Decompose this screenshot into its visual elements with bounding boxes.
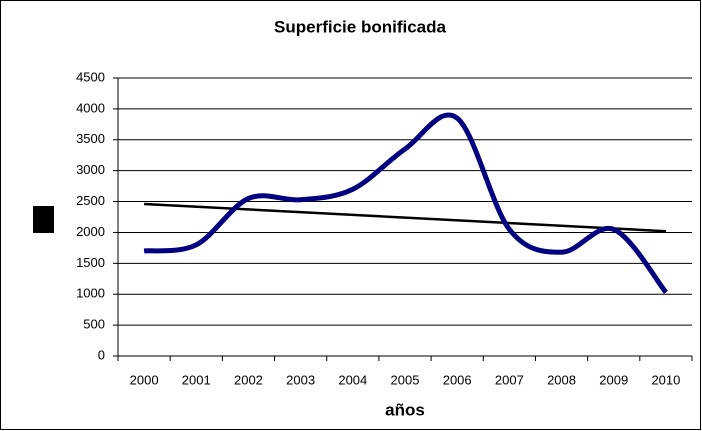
y-tick-label: 0: [98, 347, 105, 362]
x-tick-label: 2009: [599, 372, 628, 387]
y-tick-label: 3000: [76, 162, 105, 177]
x-tick-label: 2010: [651, 372, 680, 387]
data-line: [143, 112, 668, 294]
x-tick-label: 2005: [391, 372, 420, 387]
y-tick-label: 1500: [76, 255, 105, 270]
y-tick-label: 3500: [76, 131, 105, 146]
x-tick-label: 2001: [182, 372, 211, 387]
y-tick-label: 4500: [76, 69, 105, 84]
chart-title: Superficie bonificada: [274, 17, 446, 36]
x-tick-label: 2003: [286, 372, 315, 387]
y-tick-label: 4000: [76, 100, 105, 115]
x-tick-label: 2000: [130, 372, 159, 387]
x-axis-title: años: [385, 400, 425, 419]
y-tick-label: 2500: [76, 193, 105, 208]
x-tick-label: 2002: [234, 372, 263, 387]
legend-key: [33, 206, 54, 233]
x-tick-label: 2007: [495, 372, 524, 387]
y-tick-label: 1000: [76, 286, 105, 301]
x-tick-label: 2004: [338, 372, 367, 387]
x-tick-label: 2008: [547, 372, 576, 387]
y-tick-label: 2000: [76, 224, 105, 239]
x-tick-label: 2006: [443, 372, 472, 387]
y-tick-label: 500: [83, 317, 105, 332]
